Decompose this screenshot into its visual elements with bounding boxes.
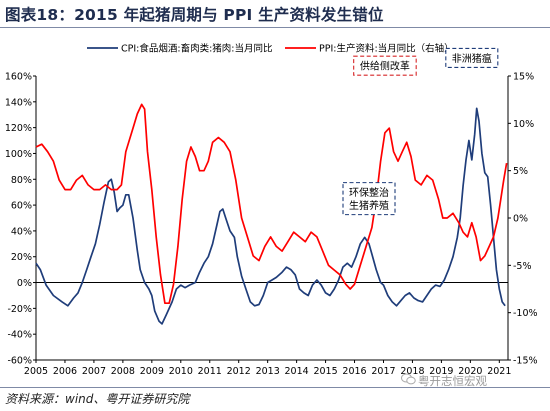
y-left-tick-label: 40%	[11, 226, 32, 237]
annotation-text: 非洲猪瘟	[452, 52, 492, 65]
y-right-tick-label: 0%	[513, 214, 528, 225]
y-left-tick-label: 20%	[11, 252, 32, 263]
x-tick-label: 2008	[111, 366, 135, 377]
legend-label: PPI:生产资料:当月同比（右轴）	[319, 43, 454, 55]
x-tick-label: 2016	[342, 366, 366, 377]
chart: 160% 140% 120% 100% 80% 60% 40% 20% 0% -20% -40% -6…	[5, 43, 538, 378]
legend-label: CPI:食品烟酒:畜肉类:猪肉:当月同比	[121, 43, 272, 55]
annotation-text: 供给侧改革	[360, 60, 410, 73]
series-pork-cpi-line	[35, 107, 506, 325]
x-tick-label: 2010	[169, 366, 193, 377]
x-tick-label: 2019	[429, 366, 453, 377]
y-right-tick-label: 15%	[513, 72, 534, 83]
y-left-tick-label: 80%	[11, 175, 32, 186]
annotation-text: 生猪养殖	[349, 199, 389, 212]
x-tick-label: 2017	[371, 366, 395, 377]
x-tick-label: 2011	[198, 366, 222, 377]
y-right-tick-label: -5%	[513, 261, 532, 272]
annotation-text: 环保整治	[349, 186, 389, 199]
x-tick-label: 2013	[256, 366, 280, 377]
y-right-tick-label: -15%	[513, 356, 538, 367]
figure-title: 图表18：2015 年起猪周期与 PPI 生产资料发生错位	[5, 6, 384, 24]
y-left-tick-label: 60%	[11, 201, 32, 212]
y-right-tick-label: -10%	[513, 308, 538, 319]
x-tick-label: 2005	[24, 366, 48, 377]
annotation-box	[353, 55, 417, 76]
y-left-tick-label: 100%	[5, 149, 32, 160]
chart-axes: 160% 140% 120% 100% 80% 60% 40% 20% 0% -20% -40% -6…	[5, 72, 538, 378]
source-note: 资料来源：wind、粤开证券研究院	[5, 392, 190, 406]
y-left-tick-label: -20%	[7, 304, 32, 315]
title-divider	[0, 27, 550, 28]
y-right-tick-label: 5%	[513, 166, 528, 177]
y-left-tick-label: -40%	[7, 330, 32, 341]
y-left-tick-label: 160%	[5, 72, 32, 83]
x-tick-label: 2012	[227, 366, 251, 377]
x-tick-label: 2015	[313, 366, 337, 377]
y-left-tick-label: -60%	[7, 356, 32, 367]
series-ppi-line	[35, 103, 508, 305]
source-divider	[0, 387, 550, 388]
x-tick-label: 2007	[82, 366, 106, 377]
y-right-tick-label: 10%	[513, 119, 534, 130]
annotation-box	[445, 47, 499, 68]
y-left-tick-label: 0%	[17, 278, 32, 289]
y-left-tick-label: 120%	[5, 123, 32, 134]
x-tick-label: 2006	[53, 366, 77, 377]
chart-series	[35, 103, 508, 325]
x-tick-label: 2014	[285, 366, 309, 377]
x-tick-label: 2009	[140, 366, 164, 377]
y-left-tick-label: 140%	[5, 97, 32, 108]
wechat-icon	[401, 373, 416, 385]
x-tick-label: 2021	[487, 366, 511, 377]
x-tick-label: 2018	[400, 366, 424, 377]
annotation-box	[342, 182, 396, 216]
x-tick-label: 2020	[458, 366, 482, 377]
chart-legend: CPI:食品烟酒:畜肉类:猪肉:当月同比 PPI:生产资料:当月同比（右轴）	[87, 43, 454, 55]
watermark: 粤开志恒宏观	[418, 374, 487, 388]
